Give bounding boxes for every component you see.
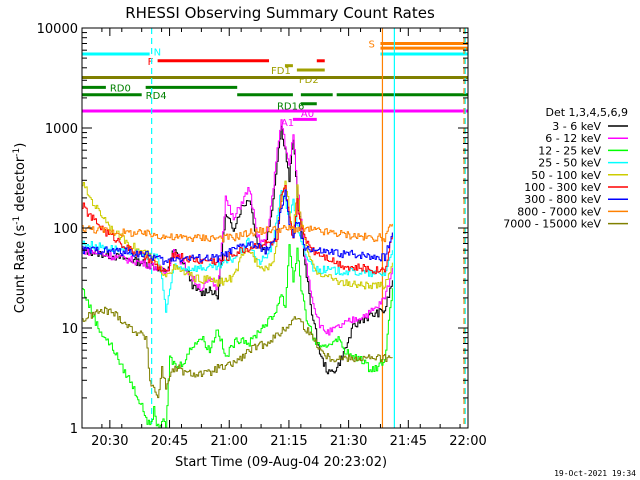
series-line-300-800-kev (82, 189, 393, 265)
series-line-100-300-kev (82, 185, 393, 275)
legend-entry-50-100-kev: 50 - 100 keV (531, 169, 601, 182)
x-tick-label-20-45: 20:45 (151, 434, 188, 449)
flag-label-rd4: RD4 (146, 91, 167, 102)
flag-label-n: N (154, 48, 161, 59)
legend-entry-6-12-kev: 6 - 12 keV (545, 132, 601, 145)
y-tick-label-10000: 10000 (37, 22, 78, 37)
flag-label-f: F (148, 57, 154, 68)
x-tick-label-22-00: 22:00 (449, 434, 486, 449)
y-tick-label-10: 10 (61, 322, 78, 337)
x-tick-label-20-30: 20:30 (91, 434, 128, 449)
x-tick-label-21-45: 21:45 (390, 434, 427, 449)
y-axis-label-sup1: -1 (12, 216, 22, 225)
legend-entry-12-25-kev: 12 - 25 keV (538, 144, 601, 157)
y-axis-label-mid: detector (13, 156, 28, 216)
legend-entry-3-6-kev: 3 - 6 keV (552, 120, 601, 133)
flag-label-a0: A0 (301, 109, 314, 120)
legend-title: Det 1,3,4,5,6,9 (545, 106, 628, 119)
plot-frame (81, 27, 469, 429)
y-tick-label-1: 1 (70, 422, 78, 437)
legend-entry-25-50-kev: 25 - 50 keV (538, 157, 601, 170)
y-axis-label-main: Count Rate (s (13, 225, 28, 314)
series-line-7000-15000-kev (82, 306, 393, 399)
series-line-12-25-kev (82, 244, 393, 429)
footer-date: 19-Oct-2021 19:34 (554, 469, 636, 478)
x-tick-label-21-00: 21:00 (211, 434, 248, 449)
y-tick-label-100: 100 (53, 222, 78, 237)
x-axis-label: Start Time (09-Aug-04 20:23:02) (175, 455, 387, 470)
legend-entry-300-800-kev: 300 - 800 keV (524, 193, 601, 206)
flag-label-rd0: RD0 (110, 83, 131, 94)
legend-entry-800-7000-kev: 800 - 7000 keV (517, 205, 601, 218)
chart-title: RHESSI Observing Summary Count Rates (125, 4, 435, 22)
flag-label-fd2: FD2 (299, 75, 319, 86)
x-tick-label-21-30: 21:30 (330, 434, 367, 449)
legend-entry-100-300-kev: 100 - 300 keV (524, 181, 601, 194)
flag-label-s: S (369, 39, 375, 50)
y-axis-label: Count Rate (s-1 detector-1) (12, 143, 28, 314)
series-line-800-7000-kev (82, 223, 393, 243)
axis-ticks: 20:30 20:45 21:00 21:15 21:30 21:45 22:00 1 10 10… (37, 22, 487, 449)
series-lines (82, 119, 393, 429)
x-tick-label-21-15: 21:15 (270, 434, 307, 449)
flag-label-fd1: FD1 (271, 66, 291, 77)
series-line-50-100-kev (82, 180, 393, 290)
y-tick-label-1000: 1000 (45, 122, 78, 137)
flag-label-rd16: RD16 (277, 101, 304, 112)
y-axis-label-sup2: -1 (12, 148, 22, 157)
y-axis-label-end: ) (13, 143, 28, 148)
flag-label-a1: A1 (281, 118, 294, 129)
legend-entry-7000-15000-kev: 7000 - 15000 keV (503, 218, 601, 231)
series-line-6-12-kev (82, 119, 393, 336)
